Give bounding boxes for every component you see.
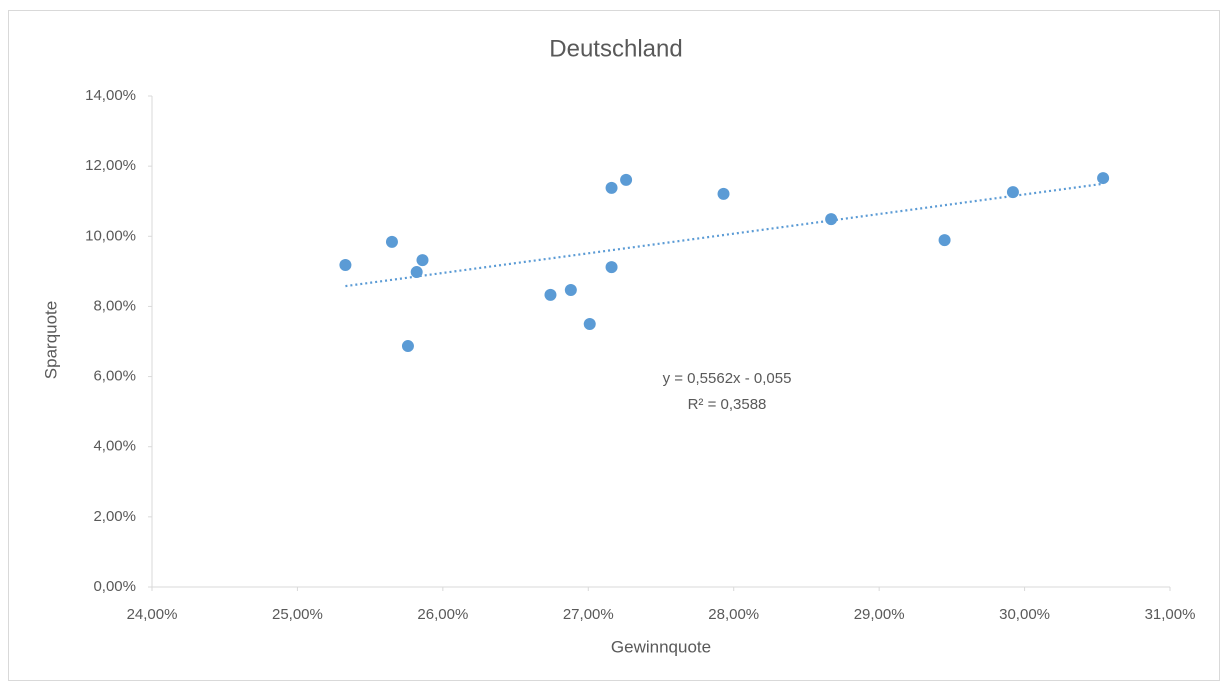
trend-equation: y = 0,5562x - 0,055 [663, 370, 792, 387]
data-point [938, 234, 951, 247]
data-point [401, 340, 414, 353]
x-tick-label: 25,00% [272, 606, 323, 623]
data-point [825, 213, 838, 226]
data-point [583, 317, 596, 330]
x-tick-label: 26,00% [417, 606, 468, 623]
data-point [1097, 172, 1110, 185]
chart-title: Deutschland [549, 35, 682, 62]
y-tick-label: 12,00% [85, 157, 136, 174]
data-point [385, 235, 398, 248]
data-point [410, 266, 423, 279]
x-tick-label: 29,00% [854, 606, 905, 623]
data-point [544, 288, 557, 301]
data-point [339, 259, 352, 272]
y-tick-label: 6,00% [93, 368, 136, 385]
data-point [717, 187, 730, 200]
y-tick-label: 4,00% [93, 438, 136, 455]
x-tick-label: 28,00% [708, 606, 759, 623]
data-point [1006, 186, 1019, 199]
y-tick-label: 8,00% [93, 297, 136, 314]
y-axis-title: Sparquote [41, 301, 60, 379]
y-tick-label: 2,00% [93, 508, 136, 525]
y-tick-label: 0,00% [93, 578, 136, 595]
y-tick-label: 14,00% [85, 87, 136, 104]
data-point [564, 283, 577, 296]
x-tick-label: 27,00% [563, 606, 614, 623]
data-point [416, 254, 429, 267]
x-tick-label: 24,00% [127, 606, 178, 623]
data-point [605, 181, 618, 194]
x-tick-label: 30,00% [999, 606, 1050, 623]
x-tick-label: 31,00% [1145, 606, 1196, 623]
x-axis-title: Gewinnquote [611, 637, 711, 656]
y-tick-label: 10,00% [85, 227, 136, 244]
data-point [605, 261, 618, 274]
chart-border [8, 10, 1220, 681]
trend-r-squared: R² = 0,3588 [688, 396, 767, 413]
data-point [620, 173, 633, 186]
